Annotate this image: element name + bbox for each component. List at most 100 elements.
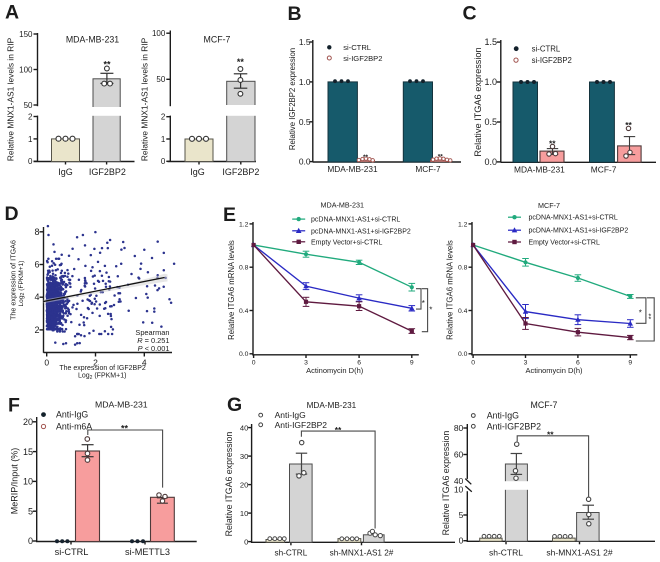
svg-text:0.8: 0.8 — [239, 265, 249, 272]
svg-text:si-IGF2BP2: si-IGF2BP2 — [343, 54, 382, 63]
svg-text:E: E — [223, 204, 236, 226]
svg-text:MDA-MB-231: MDA-MB-231 — [95, 400, 148, 410]
svg-text:MDA-MB-231: MDA-MB-231 — [321, 201, 365, 210]
svg-text:**: ** — [335, 425, 342, 435]
svg-text:D: D — [5, 203, 19, 225]
svg-text:F: F — [8, 395, 20, 417]
svg-text:The expression of ITGA6: The expression of ITGA6 — [8, 240, 17, 320]
svg-text:20: 20 — [23, 417, 33, 427]
svg-text:5: 5 — [28, 506, 33, 516]
svg-text:0.8: 0.8 — [458, 265, 468, 272]
svg-text:9: 9 — [628, 359, 632, 366]
svg-text:Anti-IGF2BP2: Anti-IGF2BP2 — [487, 421, 541, 431]
svg-text:si-METTL3: si-METTL3 — [125, 547, 170, 557]
svg-text:si-CTRL: si-CTRL — [55, 547, 89, 557]
svg-text:0.0: 0.0 — [299, 157, 311, 167]
svg-text:pcDNA-MNX1-AS1+si-CTRL: pcDNA-MNX1-AS1+si-CTRL — [529, 215, 618, 222]
svg-text:15: 15 — [23, 447, 33, 457]
svg-text:*: * — [648, 312, 651, 321]
svg-text:4: 4 — [34, 292, 39, 302]
svg-text:8: 8 — [34, 227, 39, 237]
svg-text:0: 0 — [471, 359, 475, 366]
svg-text:MDA-MB-231: MDA-MB-231 — [514, 165, 565, 175]
svg-text:Relative ITGA6 expression: Relative ITGA6 expression — [441, 431, 451, 536]
svg-text:**: ** — [363, 154, 369, 161]
svg-text:Log2 (FPKM+1): Log2 (FPKM+1) — [18, 261, 26, 307]
svg-text:Relative ITGA6 mRNA levels: Relative ITGA6 mRNA levels — [227, 240, 236, 340]
svg-text:0: 0 — [252, 359, 256, 366]
svg-text:0: 0 — [459, 536, 464, 546]
svg-text:Empty Vector+si-CTRL: Empty Vector+si-CTRL — [529, 240, 600, 247]
svg-text:0: 0 — [28, 157, 33, 166]
svg-text:3: 3 — [524, 359, 528, 366]
svg-text:Relative ITGA6 mRNA levels: Relative ITGA6 mRNA levels — [446, 240, 455, 340]
svg-text:2: 2 — [93, 358, 98, 368]
svg-text:**: ** — [547, 430, 554, 440]
svg-text:sh-MNX1-AS1 2#: sh-MNX1-AS1 2# — [330, 549, 394, 558]
svg-text:sh-CTRL: sh-CTRL — [275, 549, 308, 558]
svg-text:C: C — [463, 3, 477, 25]
svg-text:B: B — [288, 3, 302, 25]
svg-text:4: 4 — [142, 358, 147, 368]
svg-text:**: ** — [549, 138, 556, 148]
svg-text:Empty Vector+si-CTRL: Empty Vector+si-CTRL — [311, 239, 382, 246]
svg-text:sh-CTRL: sh-CTRL — [489, 548, 523, 558]
svg-text:1.2: 1.2 — [458, 221, 468, 228]
svg-text:Anti-IGF2BP2: Anti-IGF2BP2 — [275, 420, 328, 430]
svg-text:Anti-IgG: Anti-IgG — [487, 411, 519, 421]
svg-text:si-CTRL: si-CTRL — [532, 44, 561, 53]
svg-text:Spearman: Spearman — [135, 328, 169, 337]
svg-text:0.4: 0.4 — [458, 308, 468, 315]
svg-text:1.5: 1.5 — [299, 37, 311, 47]
svg-text:3: 3 — [304, 359, 308, 366]
svg-text:Relative ITGA6 expression: Relative ITGA6 expression — [224, 432, 234, 537]
svg-text:40: 40 — [454, 476, 464, 486]
svg-text:*: * — [639, 309, 642, 318]
svg-text:0: 0 — [44, 358, 49, 368]
svg-text:0.5: 0.5 — [299, 117, 311, 127]
svg-text:0.0: 0.0 — [458, 351, 468, 358]
svg-text:**: ** — [438, 153, 444, 160]
svg-text:MCF-7: MCF-7 — [538, 201, 560, 210]
svg-text:1: 1 — [161, 135, 166, 144]
svg-text:100: 100 — [152, 29, 166, 38]
svg-text:IGF2BP2: IGF2BP2 — [89, 167, 126, 177]
svg-text:1.2: 1.2 — [239, 221, 249, 228]
svg-text:2: 2 — [161, 113, 166, 122]
svg-text:6: 6 — [34, 260, 39, 270]
svg-text:1.0: 1.0 — [299, 77, 311, 87]
svg-text:20: 20 — [240, 480, 248, 489]
svg-text:40: 40 — [240, 423, 248, 432]
svg-text:9: 9 — [410, 359, 414, 366]
svg-text:sh-MNX1-AS1 2#: sh-MNX1-AS1 2# — [546, 548, 612, 558]
svg-text:Relative ITGA6 expression: Relative ITGA6 expression — [473, 47, 483, 156]
svg-text:**: ** — [237, 57, 245, 67]
svg-text:MCF-7: MCF-7 — [531, 400, 558, 410]
svg-text:MCF-7: MCF-7 — [591, 165, 617, 175]
svg-text:pcDNA-MNX1-AS1+si-IGF2BP2: pcDNA-MNX1-AS1+si-IGF2BP2 — [311, 228, 411, 235]
svg-text:Actinomycin D(h): Actinomycin D(h) — [525, 366, 583, 375]
svg-text:*: * — [429, 306, 432, 315]
svg-text:MCF-7: MCF-7 — [204, 35, 231, 45]
svg-text:1: 1 — [28, 135, 33, 144]
svg-text:Relative IGF2BP2 expression: Relative IGF2BP2 expression — [288, 48, 297, 150]
svg-text:50: 50 — [156, 75, 165, 84]
svg-text:Anti-IgG: Anti-IgG — [56, 409, 88, 419]
svg-text:Actinomycin D(h): Actinomycin D(h) — [306, 366, 364, 375]
svg-text:Relative MNX1-AS1 levels in RI: Relative MNX1-AS1 levels in RIP — [6, 37, 16, 161]
svg-text:2: 2 — [34, 325, 39, 335]
svg-text:MDA-MB-231: MDA-MB-231 — [66, 35, 119, 45]
svg-text:10: 10 — [240, 509, 248, 518]
svg-text:si-CTRL: si-CTRL — [343, 43, 371, 52]
svg-text:0.4: 0.4 — [239, 308, 249, 315]
svg-text:100: 100 — [19, 65, 33, 74]
svg-text:6: 6 — [357, 359, 361, 366]
svg-text:80: 80 — [454, 423, 464, 433]
svg-text:IgG: IgG — [58, 167, 73, 177]
svg-text:The expression of IGF2BP2: The expression of IGF2BP2 — [59, 365, 145, 372]
svg-text:A: A — [5, 2, 19, 24]
svg-text:Anti-IgG: Anti-IgG — [275, 410, 306, 420]
svg-text:0: 0 — [161, 157, 166, 166]
svg-text:*: * — [422, 299, 425, 308]
svg-text:6: 6 — [576, 359, 580, 366]
